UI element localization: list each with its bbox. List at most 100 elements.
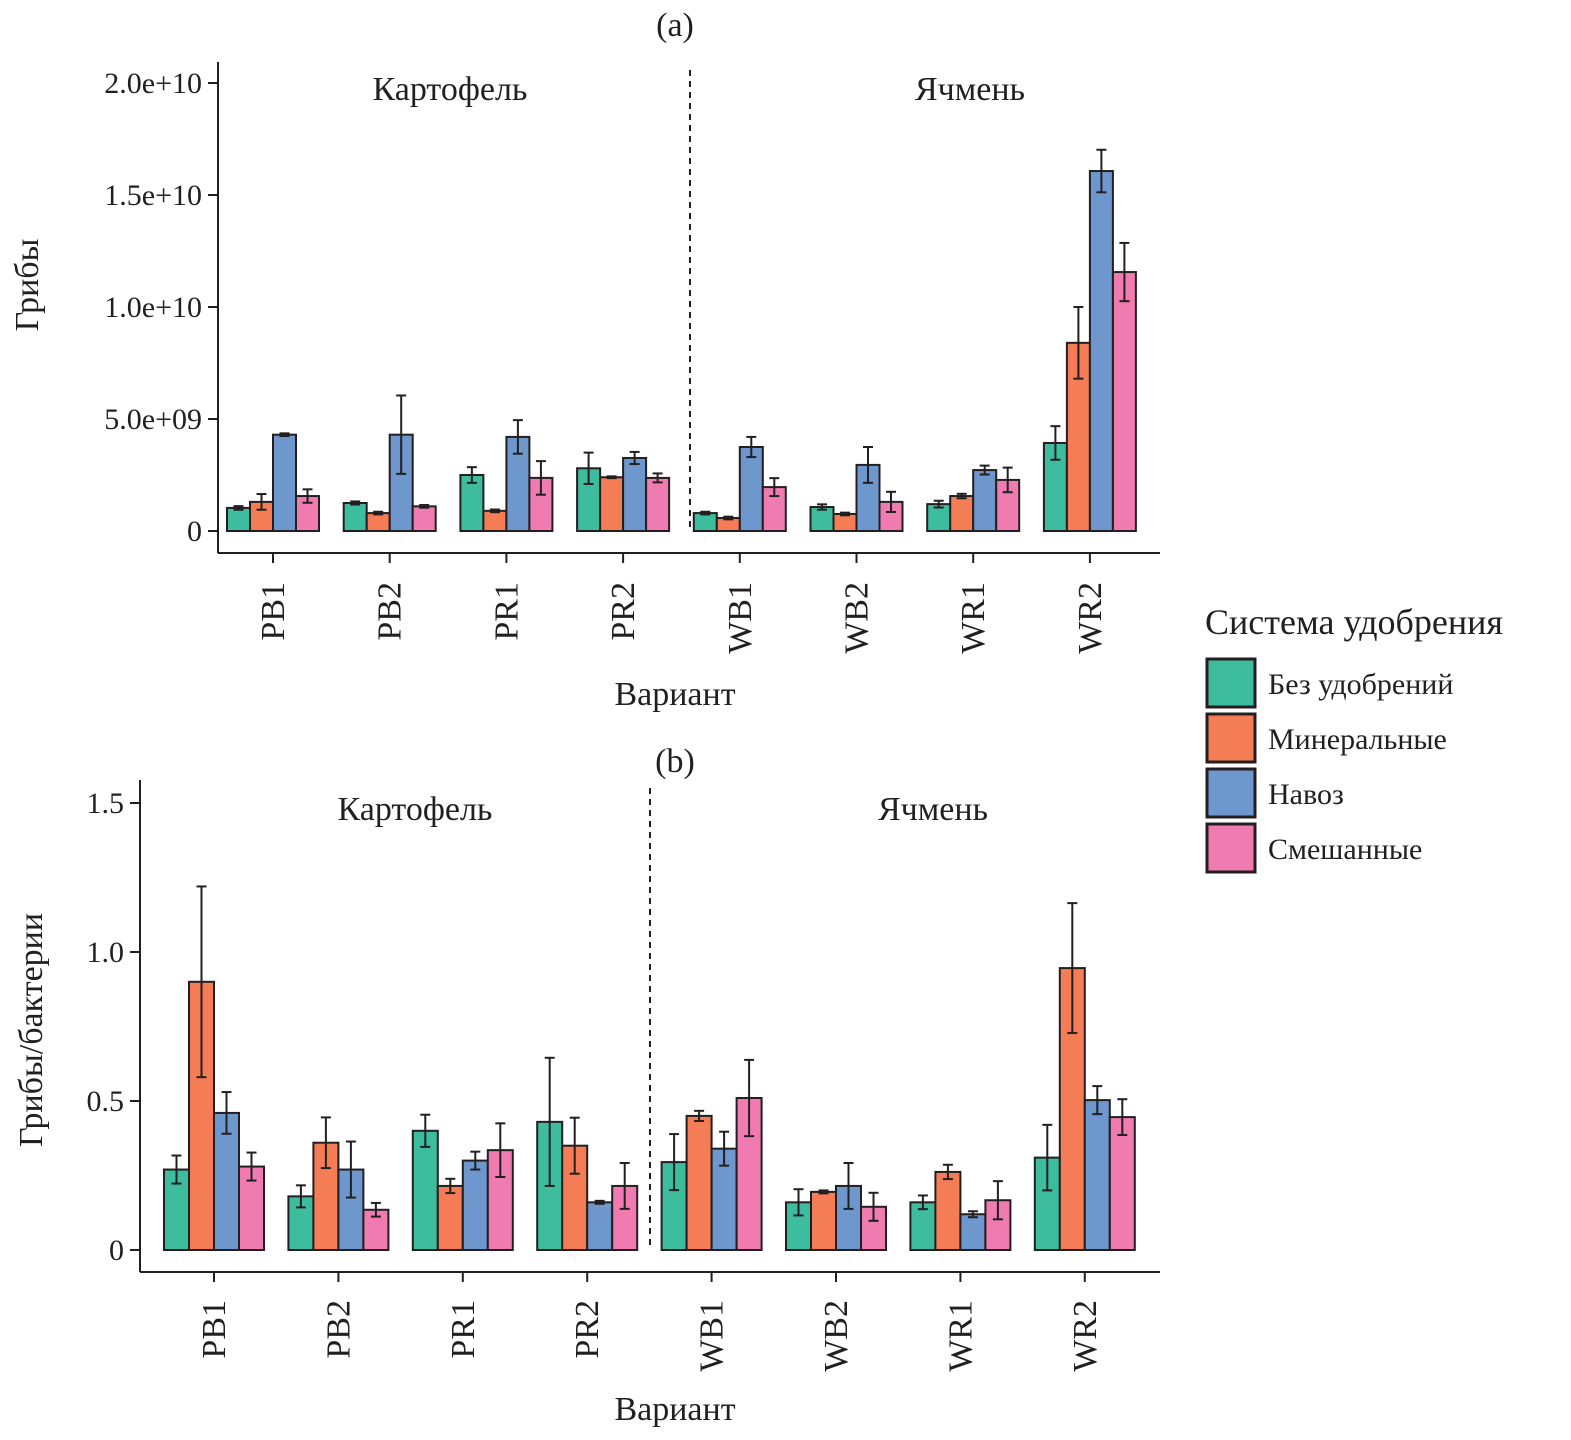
error-bar	[320, 1116, 331, 1170]
error-bar	[345, 1140, 356, 1199]
facet-label: Ячмень	[915, 71, 1025, 108]
bar-PR1-1	[482, 509, 508, 532]
bar-WR1-1	[949, 495, 975, 532]
x-tick-label: PB1	[255, 582, 292, 641]
error-bar	[279, 432, 290, 438]
error-bar	[1117, 1098, 1128, 1136]
legend-label: Смешанные	[1268, 833, 1422, 866]
error-bar	[396, 394, 407, 475]
bar-PR1-1	[436, 1184, 464, 1252]
x-tick-label: PR1	[445, 1300, 482, 1359]
bar-PB1-2	[272, 433, 297, 532]
facet-label: Картофель	[373, 71, 528, 108]
error-bar	[1050, 425, 1061, 461]
y-tick-label: 5.0e+09	[104, 403, 202, 436]
error-bar	[196, 885, 207, 1079]
x-tick-label: PR2	[569, 1300, 606, 1359]
error-bar	[594, 1199, 605, 1205]
error-bar	[868, 1191, 879, 1222]
bar-PR1-0	[411, 1129, 439, 1252]
bar-WR2-2	[1083, 1099, 1111, 1251]
bar-WR1-1	[934, 1170, 962, 1251]
error-bar	[769, 477, 780, 498]
error-bar	[817, 503, 827, 511]
error-bar	[246, 1151, 257, 1182]
bar-PB2-3	[411, 505, 437, 532]
error-bar	[373, 510, 384, 516]
y-tick-label: 1.5e+10	[104, 179, 202, 212]
bar-PR2-1	[599, 476, 625, 532]
error-bar	[569, 1116, 580, 1175]
error-bar	[350, 500, 361, 506]
x-tick-label: PR1	[488, 582, 525, 641]
bar-WR2-3	[1108, 1116, 1136, 1252]
error-bar	[669, 1133, 680, 1192]
error-bar	[420, 1113, 431, 1148]
bar-PB2-1	[365, 512, 391, 533]
error-bar	[233, 505, 244, 511]
y-tick-label: 1.5	[87, 787, 125, 820]
bar-PB1-0	[226, 506, 251, 533]
error-bar	[652, 472, 663, 484]
error-bar	[302, 488, 313, 504]
error-bar	[840, 511, 850, 517]
y-tick-label: 0	[187, 515, 202, 548]
x-tick-label: WR2	[1072, 582, 1109, 654]
bar-PB2-0	[342, 502, 368, 532]
bar-WB1-0	[692, 512, 718, 533]
error-bar	[793, 1188, 804, 1217]
error-bar	[221, 1091, 232, 1135]
legend-swatch	[1205, 657, 1257, 709]
legend-label: Навоз	[1268, 778, 1344, 811]
y-tick-label: 0.5	[87, 1085, 125, 1118]
error-bar	[629, 450, 640, 466]
error-bar	[979, 464, 990, 476]
x-tick-label: PB2	[320, 1300, 357, 1359]
x-tick-label: WB2	[839, 582, 876, 654]
bar-WB1-1	[685, 1114, 713, 1252]
panel-a: (a) 0 5.0e+09 1.0e+10 1.5e+10 2.0e+10 Картофел…	[9, 7, 1160, 713]
bar-WR2-2	[1088, 170, 1114, 532]
error-bar	[171, 1154, 182, 1185]
error-bar	[544, 1056, 555, 1187]
bar-WB2-1	[832, 512, 858, 533]
error-bar	[370, 1201, 381, 1218]
bar-WR2-3	[1111, 271, 1137, 532]
error-bar	[535, 460, 546, 496]
facet-label: Картофель	[338, 791, 493, 828]
y-axis-label: Грибы/бактерии	[13, 913, 50, 1147]
x-tick-label: PB2	[372, 582, 409, 641]
error-bar	[419, 504, 430, 509]
x-tick-label: WB1	[694, 1300, 731, 1372]
error-bar	[470, 1150, 481, 1171]
error-bar	[694, 1109, 705, 1122]
bar-PR1-2	[461, 1159, 489, 1251]
error-bar	[495, 1122, 506, 1178]
x-tick-label: WB2	[818, 1300, 855, 1372]
error-bar	[1092, 1085, 1103, 1116]
error-bar	[942, 1163, 953, 1181]
error-bar	[1002, 466, 1013, 494]
error-bar	[843, 1161, 854, 1210]
error-bar	[489, 508, 500, 514]
x-tick-label: WR1	[955, 582, 992, 654]
error-bar	[744, 1058, 755, 1138]
error-bar	[1119, 241, 1130, 303]
error-bar	[512, 419, 523, 455]
error-bar	[466, 466, 477, 484]
panel-title: (b)	[655, 743, 695, 780]
legend: Система удобрения Без удобрений Минеральн…	[1205, 602, 1503, 874]
bar-PR2-3	[645, 476, 671, 532]
error-bar	[583, 451, 594, 485]
bar-WR1-2	[959, 1213, 987, 1251]
legend-swatch	[1205, 822, 1257, 874]
error-bar	[256, 493, 267, 511]
error-bar	[1096, 148, 1107, 194]
legend-swatch	[1205, 767, 1257, 819]
error-bar	[1067, 902, 1078, 1035]
error-bar	[917, 1194, 928, 1211]
error-bar	[719, 1130, 730, 1167]
legend-label: Минеральные	[1268, 723, 1447, 756]
y-tick-label: 0	[109, 1234, 124, 1267]
